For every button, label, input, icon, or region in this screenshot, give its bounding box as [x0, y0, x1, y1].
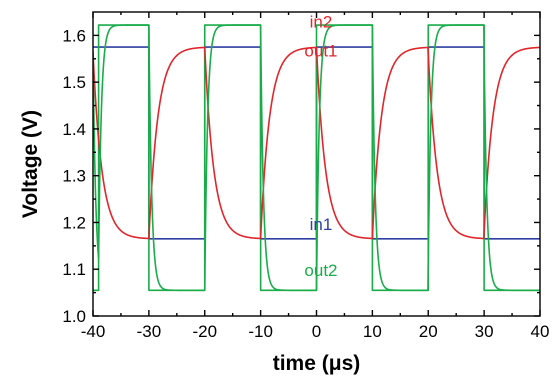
y-tick-label: 1.2	[62, 213, 86, 232]
x-tick-label: 40	[531, 322, 550, 341]
x-tick-label: -20	[192, 322, 217, 341]
x-axis-title: time (μs)	[273, 352, 361, 375]
ticks	[92, 12, 541, 317]
x-tick-label: 20	[419, 322, 438, 341]
y-tick-label: 1.3	[62, 167, 86, 186]
x-tick-label: -30	[137, 322, 162, 341]
y-tick-label: 1.4	[62, 120, 86, 139]
x-tick-label: 30	[475, 322, 494, 341]
y-tick-label: 1.5	[62, 73, 86, 92]
series-label-out1: out1	[304, 41, 337, 60]
tick-labels: -40 -30 -20 -10 0 10 20 30 40 1.0 1.1 1.2 1.3 1.4 1.5 1…	[62, 26, 549, 341]
x-tick-label: -10	[248, 322, 273, 341]
series-line-out1	[93, 46, 540, 240]
series-labels: in2 out1 in1 out2	[304, 12, 337, 280]
series-label-out2: out2	[304, 261, 337, 280]
y-tick-label: 1.1	[62, 260, 86, 279]
traces	[93, 24, 540, 292]
series-line-out2	[93, 24, 540, 292]
y-axis-title: Voltage (V)	[19, 110, 42, 218]
x-tick-label: 10	[363, 322, 382, 341]
y-tick-label: 1.6	[62, 26, 86, 45]
x-tick-label: 0	[312, 322, 321, 341]
series-label-in2: in2	[310, 12, 333, 31]
y-tick-label: 1.0	[62, 307, 86, 326]
x-tick-label: -40	[81, 322, 106, 341]
series-label-in1: in1	[310, 215, 333, 234]
